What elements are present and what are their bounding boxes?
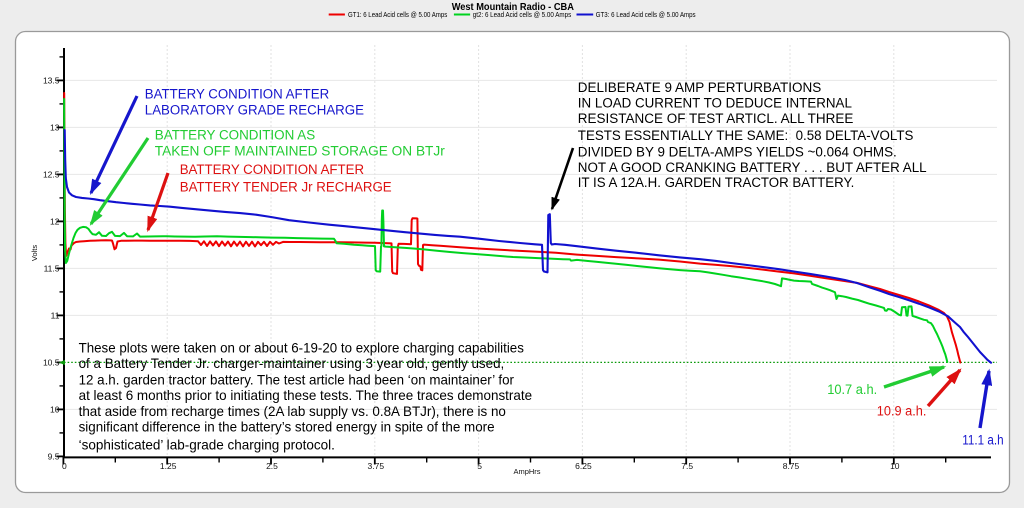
svg-text:2.5: 2.5	[266, 461, 278, 471]
svg-text:GT3: 6 Lead Acid cells @ 5.00: GT3: 6 Lead Acid cells @ 5.00 Amps	[596, 10, 696, 19]
svg-text:11: 11	[51, 310, 60, 320]
svg-text:gt2: 6 Lead Acid cells @ 5.00: gt2: 6 Lead Acid cells @ 5.00 Amps	[473, 10, 572, 19]
svg-text:10: 10	[50, 404, 60, 414]
svg-text:7.5: 7.5	[681, 461, 693, 471]
svg-text:IN LOAD CURRENT TO DEDUCE INTE: IN LOAD CURRENT TO DEDUCE INTERNAL	[578, 95, 853, 110]
svg-text:10: 10	[890, 461, 900, 471]
svg-text:West Mountain Radio - CBA: West Mountain Radio - CBA	[452, 2, 574, 13]
svg-text:at least 6 months prior to ini: at least 6 months prior to initiating th…	[79, 388, 533, 403]
svg-text:TESTS ESSENTIALLY THE SAME: 0: TESTS ESSENTIALLY THE SAME: 0.58 DELTA-V…	[578, 128, 914, 143]
svg-text:10.5: 10.5	[43, 357, 60, 367]
svg-text:0: 0	[62, 461, 67, 471]
svg-text:BATTERY CONDITION AFTER: BATTERY CONDITION AFTER	[145, 87, 330, 102]
svg-text:13.5: 13.5	[43, 75, 60, 85]
svg-text:11.1 a.h: 11.1 a.h	[962, 432, 1003, 447]
svg-text:DELIBERATE 9 AMP PERTURBATIONS: DELIBERATE 9 AMP PERTURBATIONS	[578, 80, 821, 95]
svg-text:LABORATORY GRADE RECHARGE: LABORATORY GRADE RECHARGE	[145, 103, 364, 118]
svg-text:RESISTANCE OF TEST ARTICL. ALL: RESISTANCE OF TEST ARTICL. ALL THREE	[578, 111, 854, 126]
svg-text:that aside from recharge times: that aside from recharge times (2A lab s…	[79, 404, 507, 419]
svg-text:AmpHrs: AmpHrs	[513, 467, 540, 476]
svg-text:BATTERY CONDITION AS: BATTERY CONDITION AS	[155, 127, 315, 142]
svg-text:IT IS A 12A.H. GARDEN TRACTOR: IT IS A 12A.H. GARDEN TRACTOR BATTERY.	[578, 175, 855, 190]
svg-text:‘sophisticated’ lab-grade char: ‘sophisticated’ lab-grade charging proto…	[79, 437, 335, 452]
svg-text:1.25: 1.25	[160, 461, 177, 471]
svg-text:10.9 a.h.: 10.9 a.h.	[877, 404, 927, 419]
svg-text:DIVIDED BY 9 DELTA-AMPS YIELDS: DIVIDED BY 9 DELTA-AMPS YIELDS ~0.064 OH…	[578, 144, 897, 159]
svg-text:NOT A GOOD CRANKING BATTERY .: NOT A GOOD CRANKING BATTERY . . . BUT AF…	[578, 160, 927, 175]
svg-text:12: 12	[50, 216, 60, 226]
svg-text:5: 5	[477, 461, 482, 471]
svg-text:Volts: Volts	[30, 245, 39, 262]
svg-text:of a Battery Tender Jr. charge: of a Battery Tender Jr. charger-maintain…	[79, 356, 505, 371]
svg-text:These plots were taken on or a: These plots were taken on or about 6-19-…	[79, 341, 524, 356]
svg-text:BATTERY TENDER Jr RECHARGE: BATTERY TENDER Jr RECHARGE	[180, 180, 392, 195]
svg-text:11.5: 11.5	[44, 263, 60, 273]
svg-text:8.75: 8.75	[783, 461, 800, 471]
svg-text:GT1: 6 Lead Acid cells @ 5.00: GT1: 6 Lead Acid cells @ 5.00 Amps	[348, 10, 448, 19]
svg-text:13: 13	[50, 122, 60, 132]
svg-text:12.5: 12.5	[43, 169, 60, 179]
svg-text:12 a.h. garden tractor battery: 12 a.h. garden tractor battery. The test…	[79, 372, 515, 387]
svg-text:6.25: 6.25	[575, 461, 592, 471]
svg-text:BATTERY CONDITION AFTER: BATTERY CONDITION AFTER	[180, 162, 365, 177]
svg-text:10.7 a.h.: 10.7 a.h.	[827, 382, 877, 397]
svg-text:TAKEN OFF MAINTAINED STORAGE O: TAKEN OFF MAINTAINED STORAGE ON BTJr	[155, 143, 445, 158]
svg-text:significant difference in the: significant difference in the battery’s …	[79, 420, 495, 435]
svg-text:3.75: 3.75	[368, 461, 385, 471]
svg-text:9.5: 9.5	[48, 451, 60, 461]
